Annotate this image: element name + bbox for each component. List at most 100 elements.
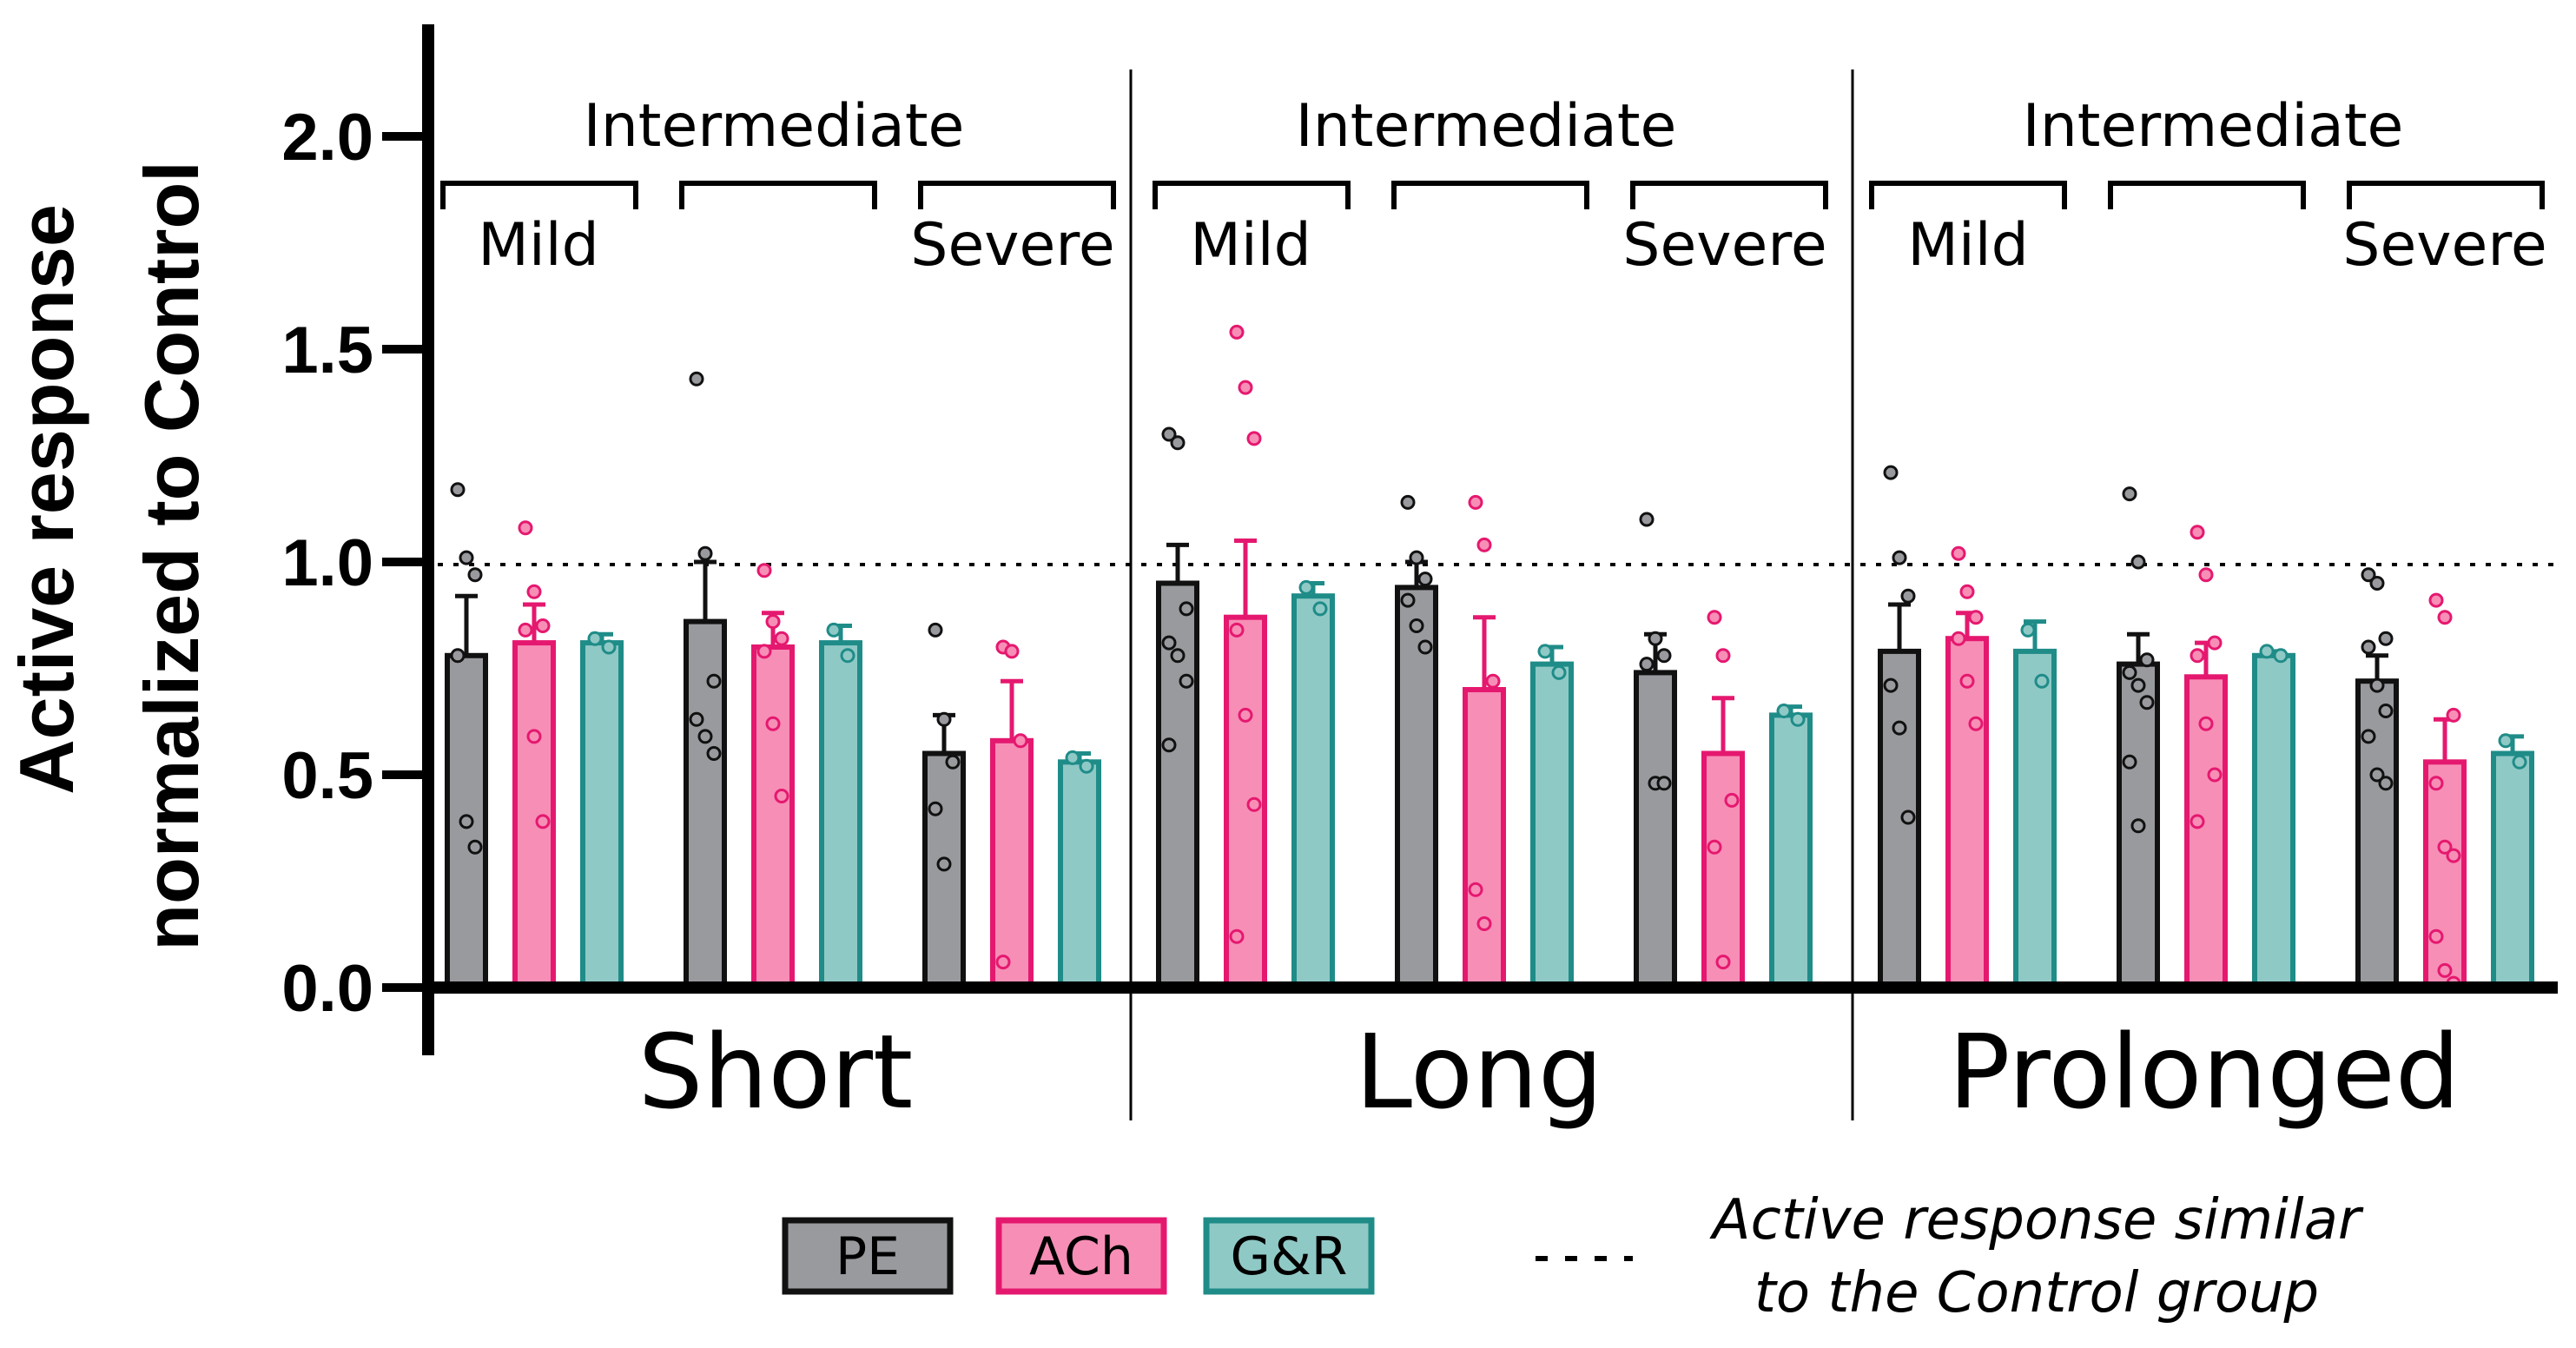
data-point	[1959, 584, 1975, 599]
y-axis-title-line1: Active response	[3, 204, 89, 795]
legend-label: ACh	[1029, 1226, 1133, 1287]
data-point	[1179, 673, 1194, 689]
reference-note-line1: Active response similar	[1709, 1188, 2364, 1252]
bar-ach	[1463, 687, 1506, 990]
data-point	[2498, 733, 2513, 749]
data-point	[1707, 839, 1722, 855]
data-point	[2207, 767, 2223, 783]
data-point	[1968, 610, 1984, 625]
data-point	[1724, 792, 1740, 808]
data-point	[1476, 916, 1492, 931]
severity-bracket	[1630, 181, 1828, 209]
data-point	[1485, 673, 1501, 689]
data-point	[450, 482, 466, 498]
severity-bracket	[440, 181, 638, 209]
data-point	[2207, 635, 2223, 651]
data-point	[2122, 486, 2137, 502]
data-point	[1004, 644, 1020, 659]
severity-brackets: Mild Intermediate Severe Mild Intermediate Se…	[440, 92, 2547, 280]
data-point	[459, 550, 474, 565]
data-point	[2139, 652, 2155, 668]
data-point	[459, 814, 474, 829]
data-point	[1468, 494, 1483, 510]
data-point	[706, 673, 722, 689]
data-point	[1238, 380, 1253, 395]
y-axis-title-line2: normalized to Control	[129, 161, 215, 950]
data-point	[1951, 631, 1966, 646]
bar-gandr	[1058, 759, 1101, 990]
data-point	[2198, 716, 2214, 731]
data-point	[1707, 610, 1722, 625]
bar-ach	[2423, 759, 2467, 990]
legend: PE ACh G&R	[782, 1217, 1375, 1295]
data-point	[2378, 631, 2394, 646]
data-point	[1400, 592, 1416, 608]
data-point	[518, 622, 533, 638]
data-point	[765, 614, 781, 630]
data-point	[2446, 707, 2461, 723]
data-point	[526, 584, 542, 599]
data-point	[1892, 550, 1907, 565]
severity-bracket	[2347, 181, 2545, 209]
severity-bracket	[2108, 181, 2306, 209]
data-point	[1892, 720, 1907, 736]
data-point	[2259, 644, 2275, 659]
data-point	[1013, 733, 1028, 749]
data-point	[2437, 962, 2453, 978]
bar-gandr	[819, 640, 862, 990]
data-point	[1229, 324, 1245, 340]
data-point	[2512, 754, 2527, 770]
data-point	[1409, 618, 1424, 633]
data-point	[1246, 431, 1262, 446]
data-point	[2428, 928, 2444, 944]
y-tick-label: 1.0	[281, 526, 373, 600]
data-point	[2378, 704, 2394, 718]
data-point	[601, 639, 617, 655]
data-point	[1161, 426, 1177, 442]
data-point	[1715, 648, 1731, 664]
y-axis-ticks: 0.0 0.5 1.0 1.5 2.0	[281, 101, 428, 1026]
y-tick-label: 2.0	[281, 101, 373, 175]
severity-label-severe: Severe	[910, 211, 1114, 280]
severity-bracket	[1153, 181, 1351, 209]
bar-gandr	[1530, 661, 1574, 990]
data-point	[1170, 435, 1186, 451]
data-point	[697, 729, 713, 744]
data-point	[689, 711, 704, 727]
bar-gandr	[2252, 652, 2295, 990]
data-point	[2122, 664, 2137, 680]
reference-legend: Active response similar to the Control g…	[1536, 1188, 2364, 1325]
severity-label-intermediate: Intermediate	[584, 92, 965, 161]
data-point	[928, 801, 943, 816]
data-point	[2378, 776, 2394, 791]
data-point	[1656, 648, 1672, 664]
data-point	[2361, 729, 2376, 744]
data-point	[2369, 767, 2385, 783]
y-tick-label: 0.0	[281, 952, 373, 1026]
bar-pe	[2355, 678, 2399, 990]
data-point	[1417, 639, 1433, 655]
data-point	[1639, 657, 1655, 672]
data-point	[706, 746, 722, 761]
data-point	[1417, 572, 1433, 587]
data-point	[450, 648, 466, 664]
data-point	[1968, 716, 1984, 731]
severity-bracket	[918, 181, 1116, 209]
duration-label-prolonged: Prolonged	[1948, 1012, 2460, 1132]
bars-layer	[445, 324, 2534, 991]
data-point	[2034, 673, 2050, 689]
duration-label-short: Short	[638, 1012, 914, 1132]
data-point	[2369, 576, 2385, 591]
data-point	[756, 644, 772, 659]
legend-swatch	[995, 1217, 1167, 1295]
bar-gandr	[2013, 648, 2057, 991]
data-point	[2369, 677, 2385, 693]
severity-label-intermediate: Intermediate	[1296, 92, 1677, 161]
data-point	[1229, 622, 1245, 638]
data-point	[1246, 796, 1262, 812]
data-point	[689, 371, 704, 387]
data-point	[826, 622, 842, 638]
data-point	[1312, 601, 1328, 617]
data-point	[945, 754, 961, 770]
